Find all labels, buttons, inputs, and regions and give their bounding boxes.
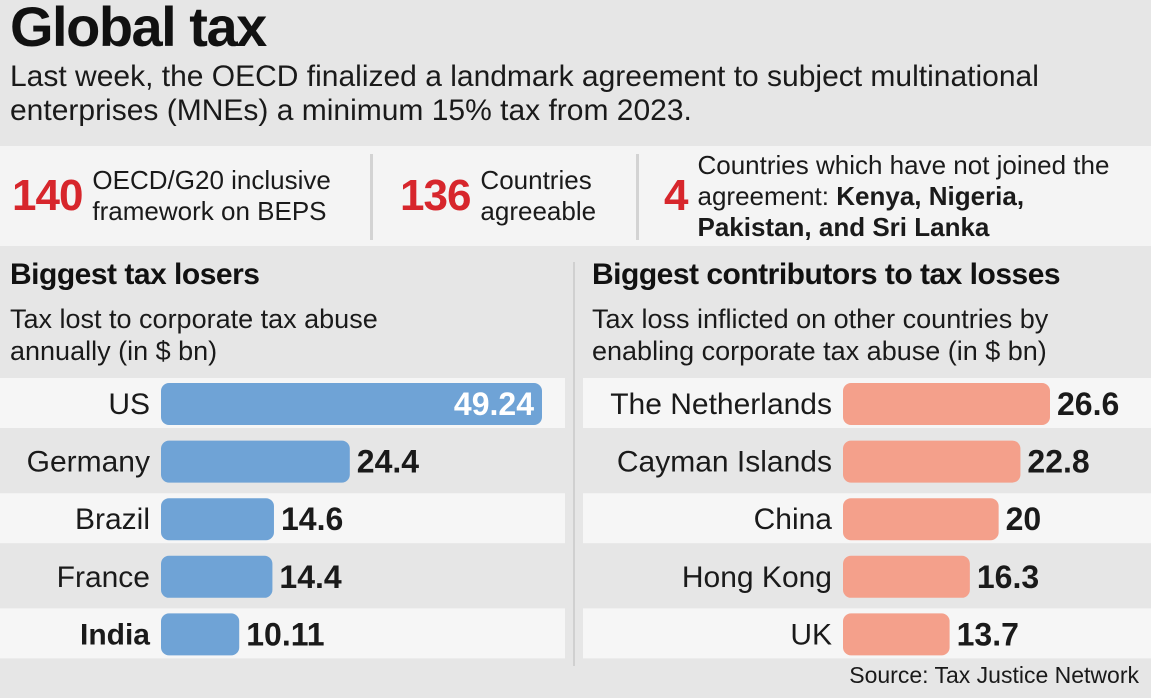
bar bbox=[161, 498, 274, 541]
category-label: India bbox=[80, 618, 150, 651]
data-label: 22.8 bbox=[1027, 444, 1089, 480]
data-label: 14.4 bbox=[279, 559, 341, 595]
category-label: Brazil bbox=[75, 503, 150, 536]
stats-strip: 140 OECD/G20 inclusive framework on BEPS… bbox=[0, 146, 1151, 246]
stat-not-joined: 4 Countries which have not joined the ag… bbox=[664, 146, 1117, 246]
stat-text-plain: Countries which have not joined the agre… bbox=[697, 149, 1110, 211]
stat-number: 140 bbox=[12, 171, 83, 220]
stat-number: 4 bbox=[664, 171, 689, 220]
stat-divider bbox=[370, 154, 373, 240]
data-label: 10.11 bbox=[246, 616, 324, 652]
category-label: France bbox=[57, 561, 150, 594]
losers-subtitle: Tax lost to corporate tax abuse annually… bbox=[10, 304, 378, 366]
losers-title: Biggest tax losers bbox=[10, 258, 260, 291]
category-label: Cayman Islands bbox=[617, 446, 832, 479]
category-label: US bbox=[108, 388, 150, 421]
bar bbox=[843, 613, 950, 656]
bar bbox=[843, 440, 1021, 483]
page-title: Global tax bbox=[10, 0, 267, 58]
data-label: 24.4 bbox=[357, 444, 419, 480]
stat-number: 136 bbox=[400, 171, 471, 220]
row-stripe bbox=[0, 493, 565, 544]
source-note: Source: Tax Justice Network bbox=[849, 662, 1139, 688]
category-label: China bbox=[754, 503, 833, 536]
stat-countries-agreeable: 136 Countries agreeable bbox=[400, 146, 620, 246]
data-label: 14.6 bbox=[281, 501, 343, 537]
category-label: The Netherlands bbox=[610, 388, 832, 421]
stat-inclusive-framework: 140 OECD/G20 inclusive framework on BEPS bbox=[12, 146, 347, 246]
data-label: 16.3 bbox=[977, 559, 1039, 595]
category-label: Hong Kong bbox=[682, 561, 832, 594]
bar bbox=[161, 383, 542, 425]
bar bbox=[161, 613, 240, 656]
data-label: 26.6 bbox=[1057, 386, 1119, 422]
category-label: Germany bbox=[27, 446, 150, 479]
bar bbox=[843, 383, 1050, 425]
stat-text: OECD/G20 inclusive framework on BEPS bbox=[92, 165, 331, 226]
panel-divider bbox=[573, 262, 575, 666]
bar bbox=[161, 440, 350, 483]
stat-text: Countries agreeable bbox=[480, 165, 597, 226]
bar bbox=[843, 555, 970, 598]
bar bbox=[843, 498, 999, 541]
bar bbox=[161, 555, 273, 598]
data-label: 49.24 bbox=[454, 386, 534, 422]
row-stripe bbox=[0, 608, 565, 659]
data-label: 20 bbox=[1006, 501, 1042, 537]
stat-text-bold: Kenya, Nigeria, Pakistan, and Sri Lanka bbox=[697, 180, 1025, 242]
category-label: UK bbox=[790, 618, 832, 651]
page-subtitle: Last week, the OECD finalized a landmark… bbox=[10, 60, 1039, 127]
contributors-title: Biggest contributors to tax losses bbox=[592, 258, 1061, 291]
contributors-subtitle: Tax loss inflicted on other countries by… bbox=[592, 304, 1049, 366]
stat-divider bbox=[636, 154, 639, 240]
data-label: 13.7 bbox=[957, 616, 1019, 652]
stat-text: Countries which have not joined the agre… bbox=[697, 150, 1117, 243]
